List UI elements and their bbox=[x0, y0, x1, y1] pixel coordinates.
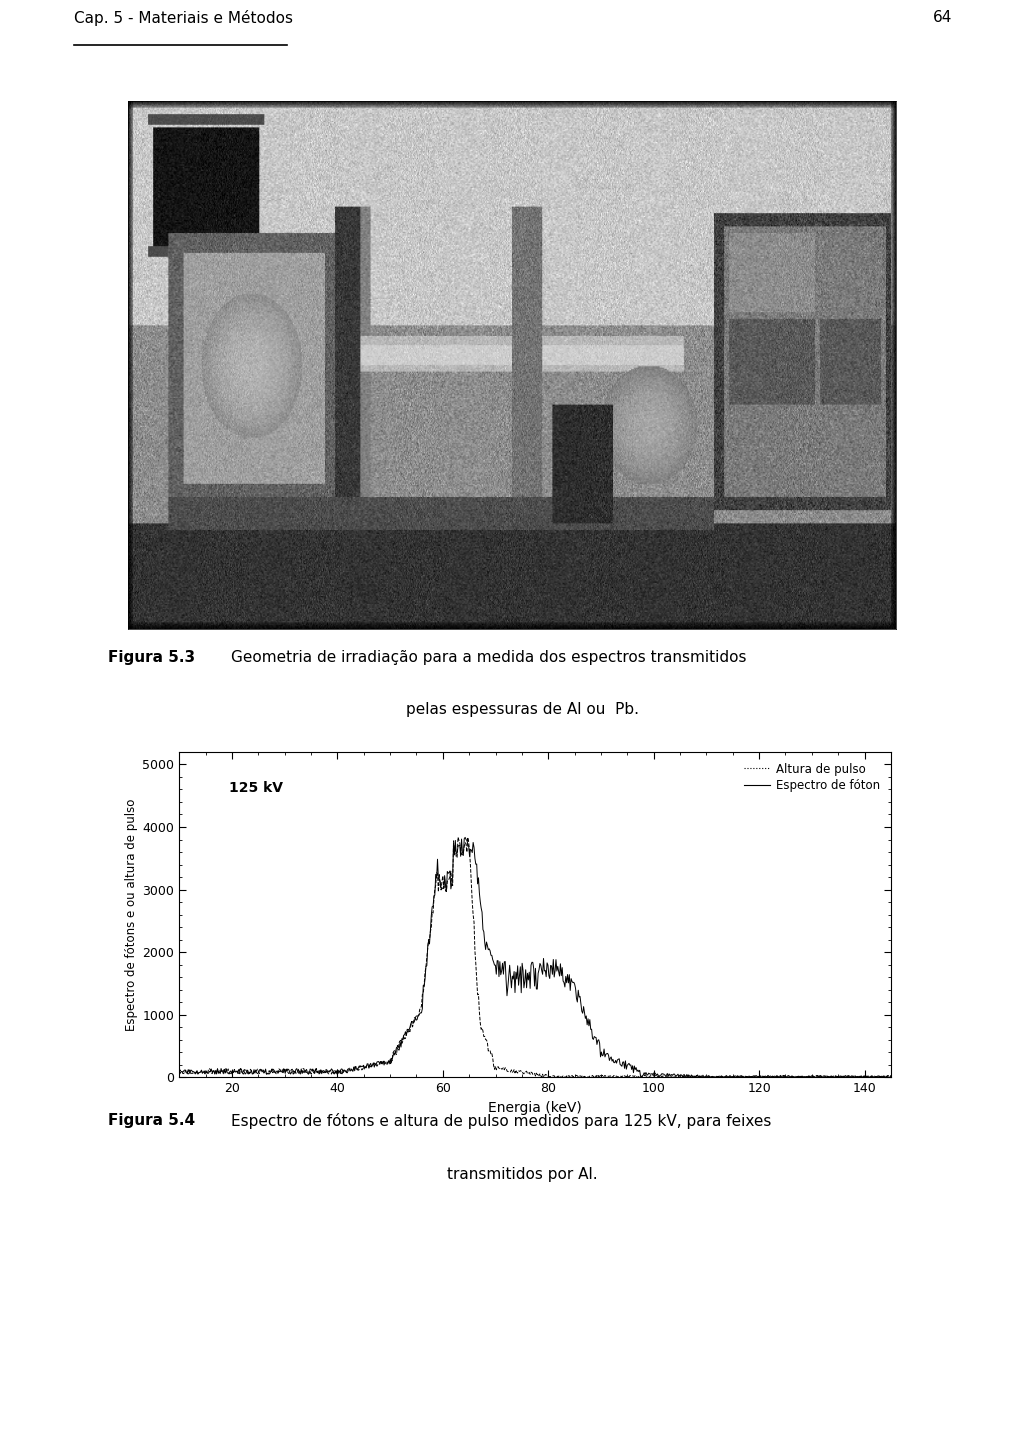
Text: transmitidos por Al.: transmitidos por Al. bbox=[446, 1167, 598, 1181]
Text: pelas espessuras de Al ou  Pb.: pelas espessuras de Al ou Pb. bbox=[406, 701, 639, 717]
Text: Figura 5.4: Figura 5.4 bbox=[108, 1113, 195, 1128]
Text: 64: 64 bbox=[933, 10, 952, 25]
Y-axis label: Espectro de fótons e ou altura de pulso: Espectro de fótons e ou altura de pulso bbox=[125, 798, 138, 1031]
Text: Cap. 5 - Materiais e Métodos: Cap. 5 - Materiais e Métodos bbox=[74, 10, 293, 26]
Text: Figura 5.3: Figura 5.3 bbox=[108, 651, 195, 665]
Text: Espectro de fótons e altura de pulso medidos para 125 kV, para feixes: Espectro de fótons e altura de pulso med… bbox=[231, 1113, 771, 1129]
Legend: Altura de pulso, Espectro de fóton: Altura de pulso, Espectro de fóton bbox=[739, 758, 885, 797]
X-axis label: Energia (keV): Energia (keV) bbox=[488, 1100, 582, 1115]
Text: Geometria de irradiação para a medida dos espectros transmitidos: Geometria de irradiação para a medida do… bbox=[231, 651, 746, 665]
Text: 125 kV: 125 kV bbox=[229, 781, 283, 795]
